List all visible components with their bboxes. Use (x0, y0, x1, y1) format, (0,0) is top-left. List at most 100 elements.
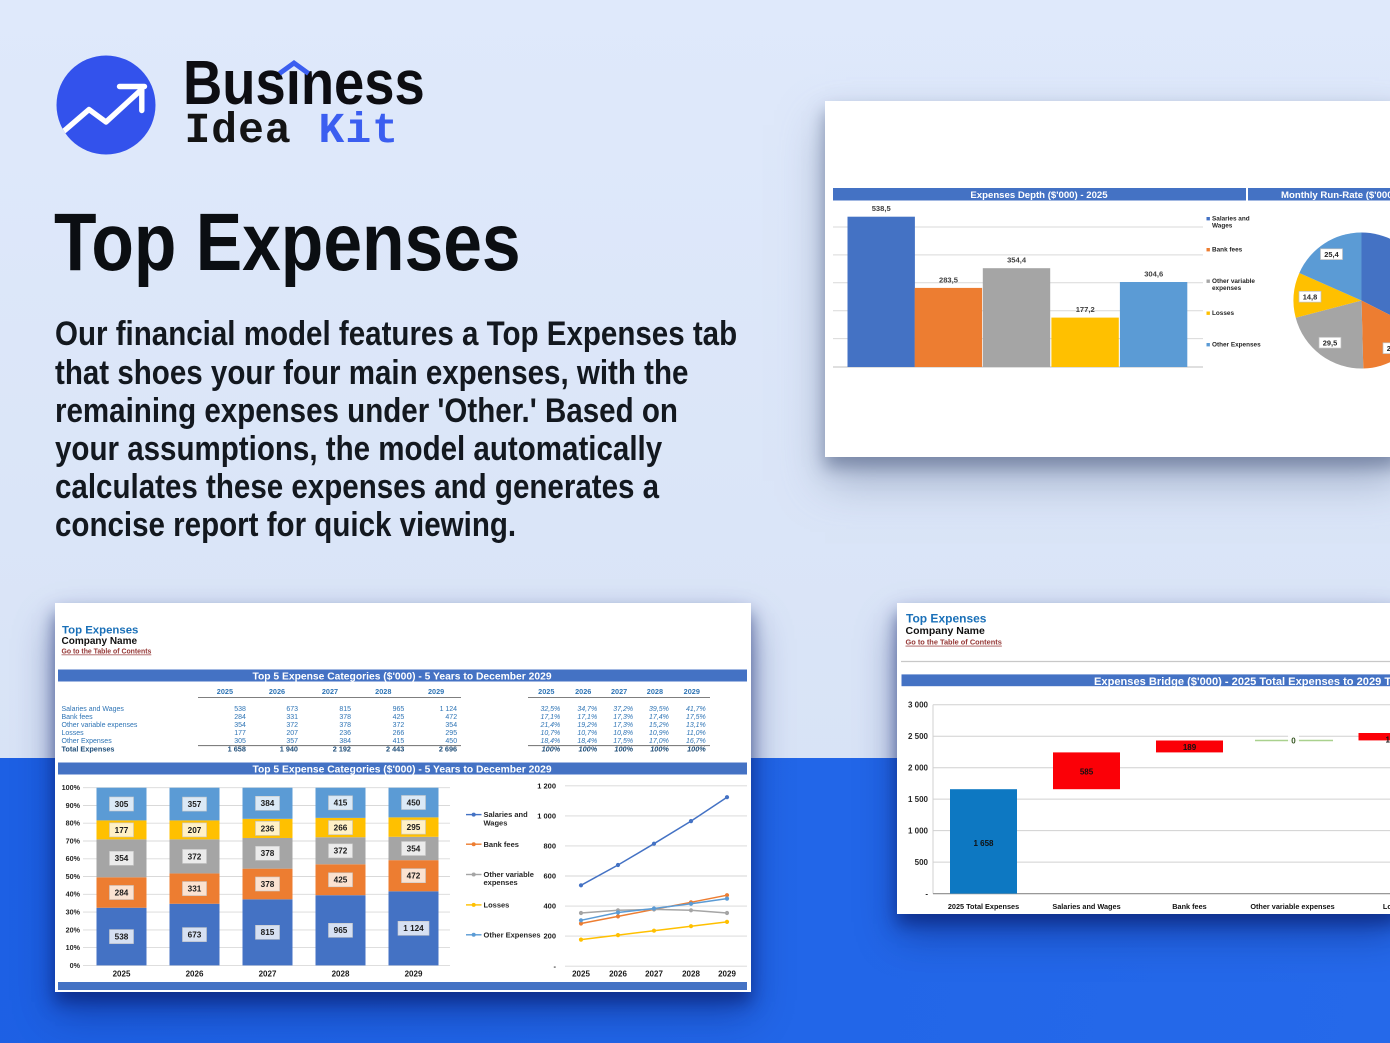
svg-text:585: 585 (1080, 768, 1094, 777)
svg-text:1 000: 1 000 (537, 812, 556, 821)
svg-text:18,4%: 18,4% (540, 738, 560, 745)
svg-text:100%: 100% (62, 783, 81, 792)
svg-text:2029: 2029 (428, 687, 444, 696)
svg-text:Salaries and Wages: Salaries and Wages (1052, 902, 1120, 911)
svg-text:189: 189 (1183, 743, 1197, 752)
svg-text:16,7%: 16,7% (686, 738, 706, 745)
svg-text:Wages: Wages (484, 818, 508, 827)
svg-text:Top Expenses: Top Expenses (62, 624, 138, 636)
svg-text:331: 331 (286, 714, 298, 721)
svg-text:Go to the Table of Contents: Go to the Table of Contents (906, 638, 1002, 647)
svg-text:10,7%: 10,7% (577, 730, 597, 737)
svg-text:Losses: Losses (62, 730, 85, 737)
svg-text:2028: 2028 (682, 970, 700, 979)
svg-text:354: 354 (407, 844, 421, 853)
svg-text:965: 965 (334, 926, 348, 935)
svg-text:Go to the Table of Contents: Go to the Table of Contents (62, 649, 152, 656)
svg-text:15,2%: 15,2% (649, 722, 669, 729)
svg-text:17,1%: 17,1% (577, 714, 597, 721)
svg-text:100%: 100% (614, 745, 633, 754)
svg-text:10,8%: 10,8% (613, 730, 633, 737)
svg-text:425: 425 (393, 714, 405, 721)
svg-text:450: 450 (445, 738, 457, 745)
svg-text:70%: 70% (66, 836, 81, 845)
svg-text:295: 295 (445, 730, 457, 737)
svg-text:2 500: 2 500 (908, 732, 929, 741)
svg-text:354: 354 (115, 854, 129, 863)
svg-text:2029: 2029 (718, 970, 736, 979)
svg-text:354: 354 (234, 722, 246, 729)
svg-text:Other variable: Other variable (484, 870, 534, 879)
svg-text:415: 415 (334, 799, 348, 808)
svg-text:673: 673 (188, 931, 202, 940)
svg-text:Company Name: Company Name (906, 625, 986, 637)
svg-text:1 124: 1 124 (403, 924, 424, 933)
svg-text:Bank fees: Bank fees (484, 840, 519, 849)
svg-text:372: 372 (393, 722, 405, 729)
svg-text:Other variable expenses: Other variable expenses (1250, 902, 1334, 911)
svg-text:800: 800 (543, 842, 556, 851)
svg-text:10,7%: 10,7% (540, 730, 560, 737)
svg-text:415: 415 (393, 738, 405, 745)
svg-text:17,5%: 17,5% (613, 738, 633, 745)
svg-text:10,9%: 10,9% (649, 730, 669, 737)
svg-text:500: 500 (915, 858, 929, 867)
svg-text:2028: 2028 (375, 687, 391, 696)
svg-text:Monthly Run-Rate ($'000) - 202: Monthly Run-Rate ($'000) - 2025 (1281, 190, 1390, 201)
svg-text:354,4: 354,4 (1007, 256, 1027, 265)
svg-text:Salaries and: Salaries and (484, 810, 529, 819)
svg-text:2025: 2025 (217, 687, 233, 696)
svg-text:815: 815 (261, 928, 275, 937)
svg-text:372: 372 (334, 847, 348, 856)
svg-text:118: 118 (1386, 736, 1390, 745)
svg-text:13,1%: 13,1% (686, 722, 706, 729)
svg-text:284: 284 (234, 714, 246, 721)
svg-text:37,2%: 37,2% (613, 706, 633, 713)
svg-text:18,4%: 18,4% (577, 738, 597, 745)
svg-text:538: 538 (234, 706, 246, 713)
svg-text:Other variable: Other variable (1212, 278, 1255, 285)
svg-text:17,5%: 17,5% (686, 714, 706, 721)
svg-text:Bank fees: Bank fees (62, 714, 94, 721)
svg-text:2025 Total Expenses: 2025 Total Expenses (948, 902, 1019, 911)
svg-text:expenses: expenses (484, 878, 518, 887)
svg-text:2 000: 2 000 (908, 764, 929, 773)
svg-text:17,1%: 17,1% (540, 714, 560, 721)
svg-text:207: 207 (286, 730, 298, 737)
svg-text:-: - (554, 962, 557, 971)
svg-text:450: 450 (407, 798, 421, 807)
svg-text:357: 357 (286, 738, 298, 745)
svg-text:Top 5 Expense Categories ($'00: Top 5 Expense Categories ($'000) - 5 Yea… (252, 764, 551, 775)
svg-text:39,5%: 39,5% (649, 706, 669, 713)
svg-text:Bank fees: Bank fees (1212, 247, 1243, 254)
svg-text:0%: 0% (70, 961, 81, 970)
svg-text:357: 357 (188, 800, 202, 809)
svg-text:23,6: 23,6 (1387, 344, 1390, 353)
svg-text:2029: 2029 (684, 687, 700, 696)
svg-text:1 658: 1 658 (228, 745, 246, 754)
svg-text:1 000: 1 000 (908, 826, 929, 835)
svg-text:236: 236 (261, 824, 275, 833)
svg-text:Other Expenses: Other Expenses (1212, 342, 1261, 349)
svg-text:177: 177 (115, 826, 129, 835)
svg-text:41,7%: 41,7% (686, 706, 706, 713)
svg-text:34,7%: 34,7% (577, 706, 597, 713)
svg-text:538: 538 (115, 933, 129, 942)
svg-text:Other Expenses: Other Expenses (484, 930, 541, 939)
svg-text:80%: 80% (66, 819, 81, 828)
svg-text:200: 200 (543, 932, 556, 941)
svg-text:1 658: 1 658 (973, 839, 994, 848)
svg-text:266: 266 (334, 824, 348, 833)
svg-text:30%: 30% (66, 908, 81, 917)
svg-text:472: 472 (407, 872, 421, 881)
svg-text:2 443: 2 443 (386, 745, 404, 754)
svg-text:815: 815 (339, 706, 351, 713)
svg-text:14,8: 14,8 (1303, 292, 1317, 301)
svg-text:295: 295 (407, 823, 421, 832)
svg-text:Company Name: Company Name (62, 636, 138, 647)
svg-text:-: - (925, 889, 928, 898)
svg-text:2025: 2025 (113, 970, 131, 979)
svg-text:40%: 40% (66, 890, 81, 899)
svg-text:Other Expenses: Other Expenses (62, 738, 113, 745)
svg-text:2026: 2026 (186, 970, 204, 979)
